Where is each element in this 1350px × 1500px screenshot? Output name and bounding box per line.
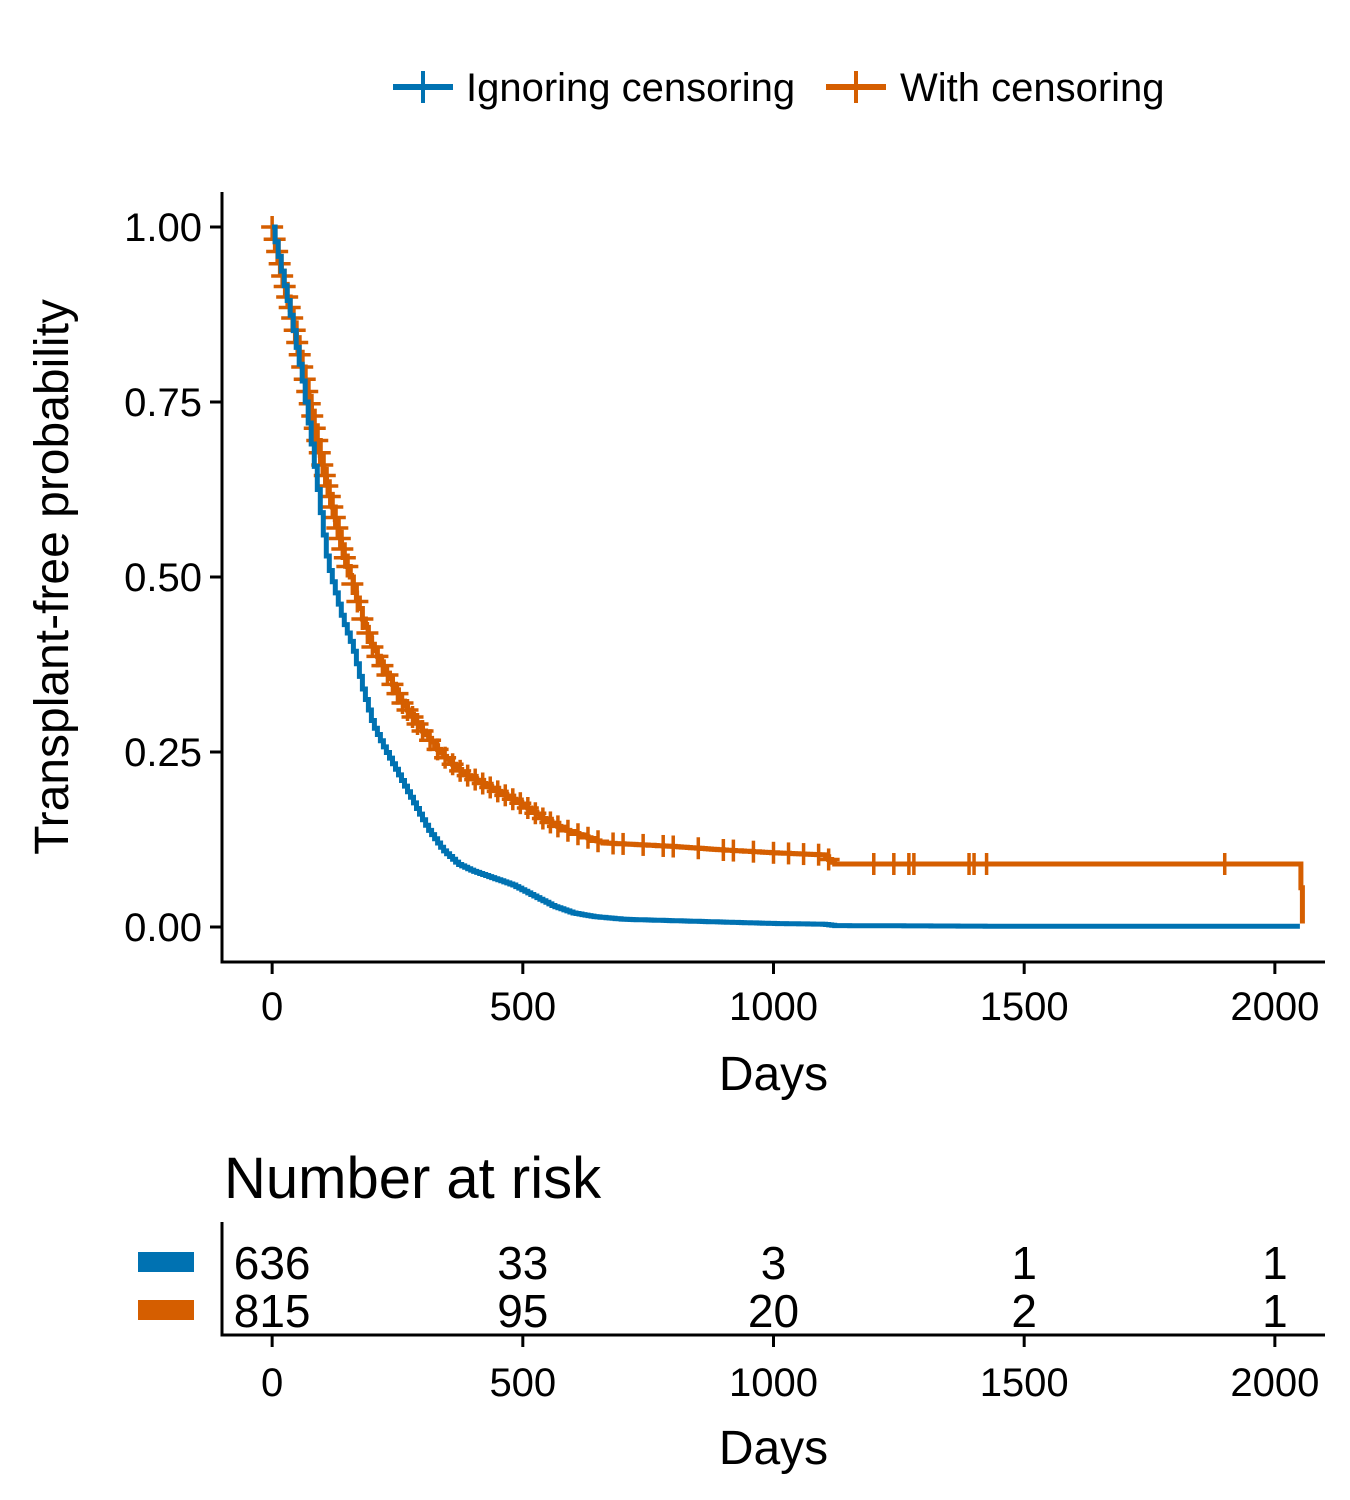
risk-x-axis-title: Days	[719, 1422, 828, 1475]
risk-x-tick-label: 1500	[980, 1361, 1069, 1405]
x-tick-label: 2000	[1230, 985, 1319, 1029]
series-ignoring-censoring	[272, 224, 1300, 929]
risk-value: 33	[497, 1237, 548, 1289]
risk-x-tick-label: 0	[261, 1361, 283, 1405]
risk-table-title: Number at risk	[224, 1146, 602, 1211]
risk-row-swatch	[138, 1300, 194, 1320]
risk-value: 1	[1011, 1237, 1037, 1289]
y-tick-label: 1.00	[124, 206, 202, 250]
x-tick-label: 1000	[729, 985, 818, 1029]
x-tick-label: 500	[489, 985, 556, 1029]
x-tick-label: 1500	[980, 985, 1069, 1029]
risk-value: 3	[761, 1237, 787, 1289]
risk-row-swatch	[138, 1252, 194, 1272]
y-axis-title: Transplant-free probability	[26, 299, 79, 855]
legend: Ignoring censoring With censoring	[393, 66, 1165, 110]
x-tick-label: 0	[261, 985, 283, 1029]
series-with-censoring	[261, 216, 1305, 924]
risk-value: 95	[497, 1285, 548, 1337]
main-axes: 0.00 0.25 0.50 0.75 1.00 0 500 1000 1500 2000 Days…	[26, 192, 1325, 1101]
series-line	[272, 224, 1300, 929]
risk-value: 1	[1262, 1285, 1288, 1337]
y-tick-label: 0.50	[124, 556, 202, 600]
risk-value: 636	[234, 1237, 311, 1289]
y-tick-label: 0.00	[124, 906, 202, 950]
y-tick-label: 0.25	[124, 731, 202, 775]
legend-item: Ignoring censoring	[393, 66, 795, 110]
risk-value: 815	[234, 1285, 311, 1337]
series-group	[261, 216, 1305, 929]
legend-item: With censoring	[826, 66, 1165, 110]
risk-row: 815 95 20 2 1	[138, 1285, 1288, 1337]
risk-x-tick-label: 500	[489, 1361, 556, 1405]
risk-value: 1	[1262, 1237, 1288, 1289]
risk-x-tick-label: 2000	[1230, 1361, 1319, 1405]
risk-row: 636 33 3 1 1	[138, 1237, 1288, 1289]
risk-value: 20	[748, 1285, 799, 1337]
y-tick-label: 0.75	[124, 381, 202, 425]
risk-x-tick-label: 1000	[729, 1361, 818, 1405]
legend-label: Ignoring censoring	[466, 66, 795, 110]
risk-value: 2	[1011, 1285, 1037, 1337]
legend-label: With censoring	[900, 66, 1165, 110]
x-axis-title: Days	[719, 1048, 828, 1101]
